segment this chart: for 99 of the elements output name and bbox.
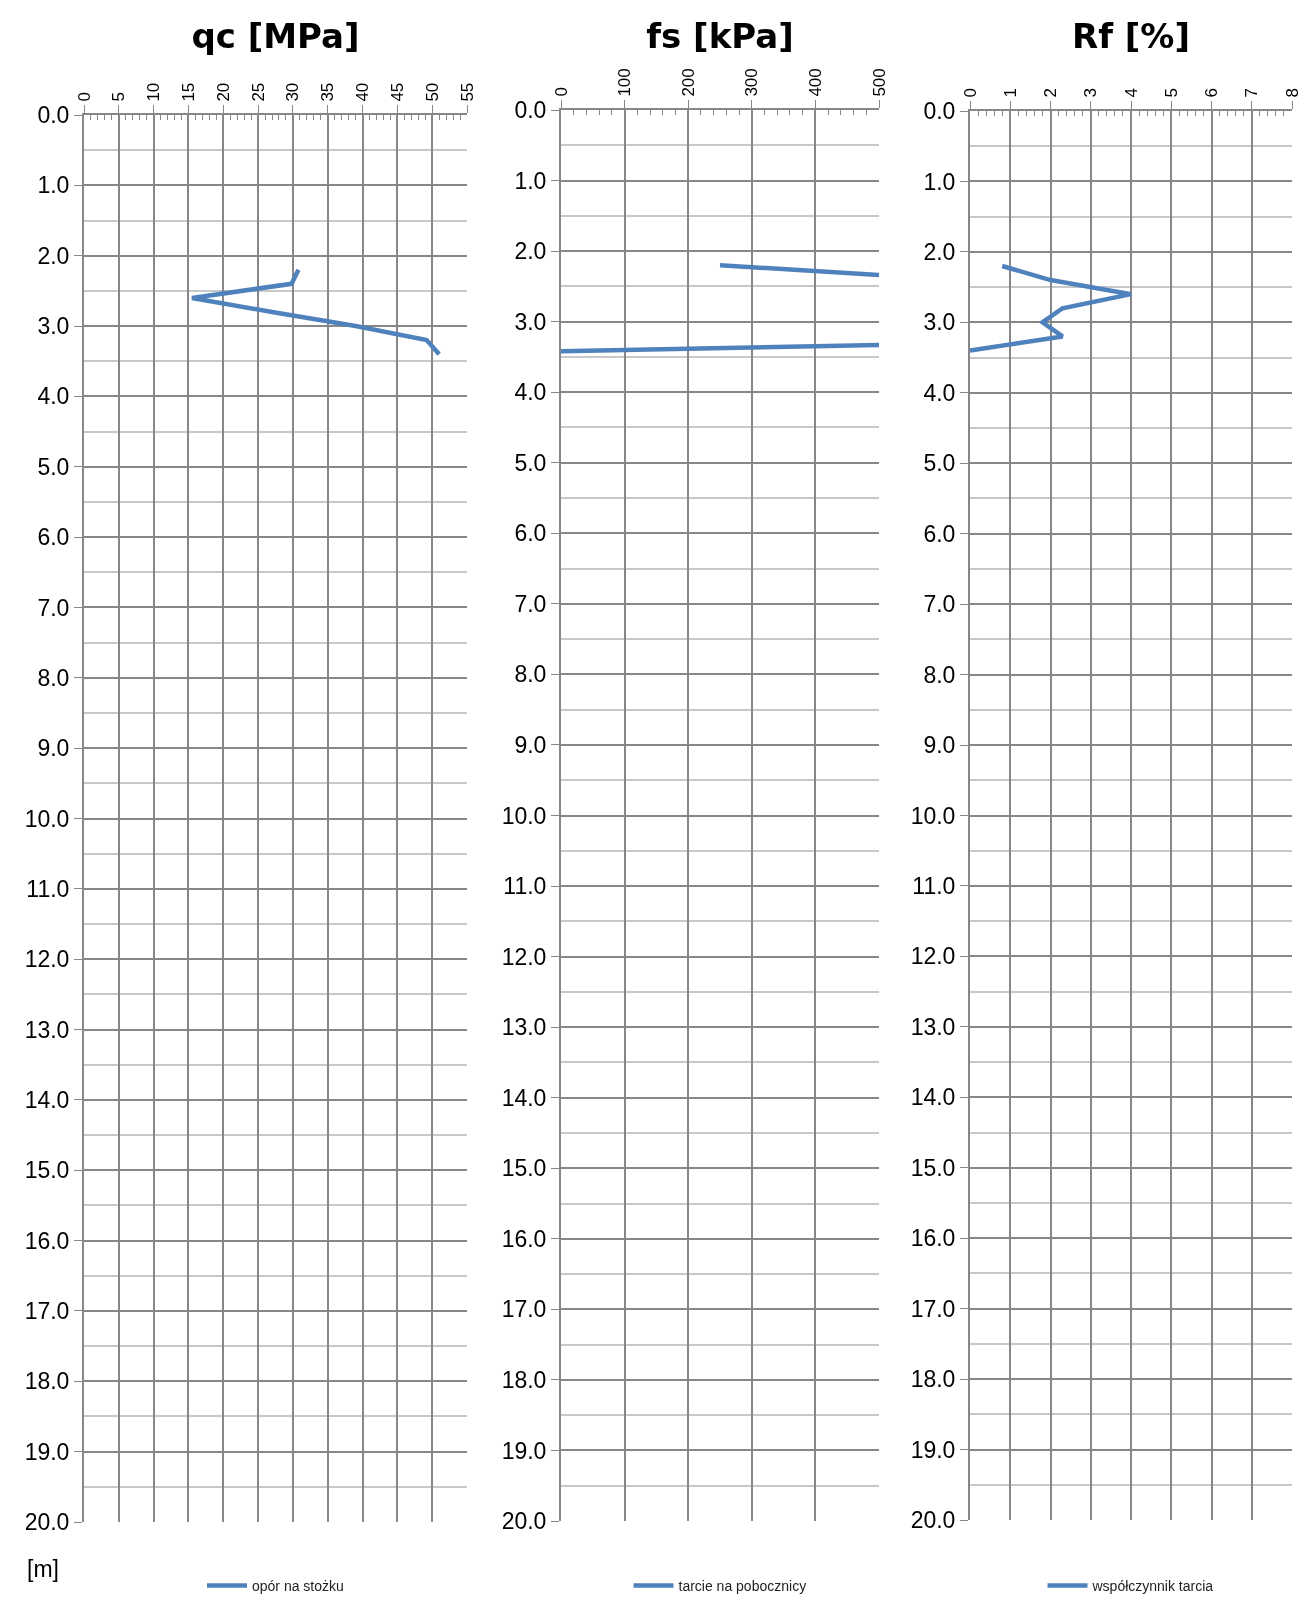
y-tick-label: 4.0 [514, 379, 547, 406]
y-tick-label: 4.0 [923, 379, 956, 406]
y-axis-title: [m] [27, 1556, 59, 1582]
y-tick-label: 6.0 [514, 520, 547, 547]
y-tick-label: 7.0 [37, 594, 70, 621]
x-tick-label: 1 [1000, 88, 1020, 98]
y-tick-label: 18.0 [24, 1368, 70, 1395]
y-tick-label: 2.0 [923, 238, 956, 265]
x-tick-label: 3 [1081, 88, 1101, 98]
y-tick-label: 18.0 [910, 1366, 956, 1393]
x-tick-label: 55 [457, 82, 477, 102]
y-tick-label: 19.0 [24, 1438, 70, 1465]
y-tick-label: 3.0 [37, 313, 70, 340]
y-tick-label: 20.0 [910, 1507, 956, 1534]
x-tick-label: 100 [615, 68, 635, 97]
y-tick-label: 11.0 [503, 873, 547, 900]
y-tick-label: 10.0 [910, 802, 956, 829]
x-tick-label: 0 [74, 92, 94, 102]
x-tick-label: 0 [960, 88, 980, 98]
legend-label: opór na stożku [252, 1578, 344, 1595]
y-tick-label: 2.0 [37, 242, 70, 269]
x-tick-label: 200 [678, 68, 698, 97]
y-tick-label: 20.0 [501, 1508, 547, 1535]
y-tick-label: 1.0 [37, 172, 70, 199]
y-tick-label: 2.0 [514, 238, 547, 265]
y-tick-label: 15.0 [24, 1157, 70, 1184]
y-tick-label: 14.0 [501, 1084, 547, 1111]
x-tick-label: 5 [1161, 88, 1181, 98]
y-tick-label: 5.0 [514, 449, 547, 476]
x-tick-label: 50 [422, 82, 442, 102]
y-tick-label: 8.0 [514, 661, 547, 688]
x-tick-label: 45 [387, 82, 407, 102]
y-tick-label: 12.0 [24, 946, 70, 973]
y-tick-label: 6.0 [37, 524, 70, 551]
x-tick-label: 20 [213, 82, 233, 102]
y-tick-label: 7.0 [923, 591, 956, 618]
y-tick-label: 14.0 [910, 1084, 956, 1111]
y-tick-label: 11.0 [912, 873, 956, 899]
line-series [189, 267, 442, 357]
legend-label: tarcie na pobocznicy [678, 1578, 807, 1595]
y-tick-label: 14.0 [24, 1086, 70, 1113]
y-tick-label: 5.0 [37, 453, 70, 480]
x-tick-label: 5 [109, 92, 129, 102]
x-tick-label: 4 [1121, 88, 1141, 98]
y-tick-label: 13.0 [501, 1014, 547, 1041]
y-tick-label: 17.0 [24, 1298, 70, 1324]
x-tick-label: 7 [1242, 88, 1262, 98]
y-tick-label: 19.0 [910, 1436, 956, 1463]
x-tick-label: 2 [1041, 88, 1061, 98]
y-tick-label: 17.0 [501, 1296, 547, 1323]
y-tick-label: 12.0 [501, 943, 547, 970]
x-tick-label: 15 [178, 82, 198, 102]
y-tick-label: 15.0 [501, 1155, 547, 1182]
x-tick-label: 300 [742, 68, 762, 97]
y-tick-label: 4.0 [37, 383, 70, 410]
y-tick-label: 20.0 [24, 1509, 70, 1536]
legend-label: współczynnik tarcia [1091, 1578, 1214, 1595]
y-tick-label: 18.0 [501, 1366, 547, 1393]
x-tick-label: 0 [551, 87, 571, 97]
y-tick-label: 0.0 [514, 97, 547, 124]
y-tick-label: 0.0 [923, 98, 956, 125]
x-tick-label: 25 [248, 82, 268, 102]
y-tick-label: 15.0 [910, 1154, 956, 1181]
x-tick-label: 10 [144, 82, 164, 102]
y-tick-label: 19.0 [501, 1437, 547, 1464]
y-tick-label: 7.0 [514, 590, 547, 617]
y-tick-label: 0.0 [37, 102, 70, 129]
x-tick-label: 500 [869, 68, 889, 97]
x-tick-label: 6 [1202, 88, 1222, 98]
y-tick-label: 11.0 [26, 875, 70, 902]
y-tick-label: 5.0 [923, 450, 956, 477]
y-tick-label: 1.0 [923, 168, 956, 195]
y-tick-label: 9.0 [37, 735, 70, 762]
y-tick-label: 8.0 [923, 661, 956, 688]
y-tick-label: 13.0 [24, 1016, 70, 1043]
chart-title: Rf [%] [1072, 15, 1190, 56]
x-tick-label: 35 [318, 82, 338, 102]
y-tick-label: 1.0 [514, 167, 547, 194]
y-tick-label: 12.0 [910, 943, 956, 970]
y-tick-label: 6.0 [923, 520, 956, 547]
y-tick-label: 17.0 [910, 1295, 956, 1322]
y-tick-label: 9.0 [923, 732, 956, 759]
y-tick-label: 8.0 [37, 664, 70, 691]
y-tick-label: 16.0 [24, 1227, 70, 1254]
x-tick-label: 40 [353, 82, 373, 102]
y-tick-label: 16.0 [910, 1225, 956, 1252]
y-tick-label: 3.0 [923, 309, 956, 336]
y-tick-label: 3.0 [514, 308, 547, 335]
x-tick-label: 30 [283, 82, 303, 102]
x-tick-label: 8 [1282, 88, 1302, 98]
y-tick-label: 10.0 [501, 802, 547, 829]
y-tick-label: 16.0 [501, 1225, 547, 1252]
chart-title: qc [MPa] [191, 15, 360, 56]
chart-title: fs [kPa] [646, 15, 794, 56]
y-tick-label: 13.0 [910, 1013, 956, 1040]
y-tick-label: 10.0 [24, 805, 70, 832]
x-tick-label: 400 [805, 68, 825, 97]
y-tick-label: 9.0 [514, 732, 547, 758]
line-series [970, 263, 1134, 353]
